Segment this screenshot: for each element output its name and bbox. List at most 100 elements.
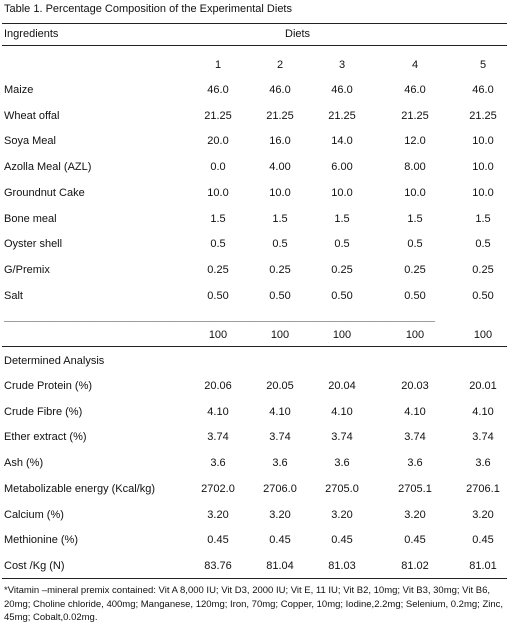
table-cell: 1.5 xyxy=(407,212,423,225)
row-label: Methionine (%) xyxy=(4,534,78,547)
row-label: Crude Fibre (%) xyxy=(4,405,83,418)
bottom-rule xyxy=(2,578,507,579)
diets-header: Diets xyxy=(285,28,311,40)
row-label: Wheat offal xyxy=(4,109,60,122)
table-cell: 2705.1 xyxy=(398,482,432,495)
table-cell: 81.01 xyxy=(469,559,497,572)
table-row: Calcium (%) 3.20 3.20 3.20 3.20 3.20 xyxy=(0,509,509,523)
table-cell: 0.50 xyxy=(331,289,353,302)
table-row: Crude Protein (%) 20.06 20.05 20.04 20.03 20.… xyxy=(0,380,509,394)
total-value: 100 xyxy=(473,329,493,341)
table-cell: 21.25 xyxy=(266,109,294,122)
table-cell: 3.6 xyxy=(272,457,288,470)
table-cell: 0.50 xyxy=(472,289,494,302)
table-cell: 4.10 xyxy=(269,405,291,418)
row-label: Soya Meal xyxy=(4,135,56,148)
table-cell: 3.6 xyxy=(210,457,226,470)
table-cell: 46.0 xyxy=(269,84,291,96)
table-cell: 10.0 xyxy=(472,161,494,174)
table-cell: 21.25 xyxy=(469,109,497,122)
diet-number: 5 xyxy=(479,59,487,71)
table-cell: 0.45 xyxy=(269,534,291,547)
table-cell: 46.0 xyxy=(331,84,353,96)
table-cell: 3.6 xyxy=(475,457,491,470)
table-cell: 0.25 xyxy=(331,263,353,276)
table-row: Oyster shell 0.5 0.5 0.5 0.5 0.5 xyxy=(0,238,509,252)
row-label: Cost /Kg (N) xyxy=(4,559,65,572)
row-label: Ether extract (%) xyxy=(4,431,87,444)
table-cell: 1.5 xyxy=(210,212,226,225)
table-cell: 16.0 xyxy=(269,135,291,148)
table-cell: 12.0 xyxy=(404,135,426,148)
table-row: Azolla Meal (AZL) 0.0 4.00 6.00 8.00 10.0 xyxy=(0,161,509,175)
table-caption: Table 1. Percentage Composition of the E… xyxy=(4,3,292,15)
table-cell: 20.04 xyxy=(328,380,356,392)
table-cell: 3.20 xyxy=(472,508,494,521)
diet-number: 4 xyxy=(411,59,419,71)
table-cell: 4.10 xyxy=(207,405,229,418)
table-cell: 0.50 xyxy=(207,289,229,302)
table-row: Salt 0.50 0.50 0.50 0.50 0.50 xyxy=(0,290,509,304)
table-cell: 3.20 xyxy=(207,508,229,521)
table-cell: 1.5 xyxy=(475,212,491,225)
row-label: Calcium (%) xyxy=(4,508,64,521)
table-cell: 0.50 xyxy=(269,289,291,302)
table-row: Maize 46.0 46.0 46.0 46.0 46.0 xyxy=(0,84,509,98)
table-cell: 3.20 xyxy=(331,508,353,521)
table-cell: 10.0 xyxy=(331,186,353,199)
table-cell: 81.03 xyxy=(328,559,356,572)
diet-number: 1 xyxy=(214,59,222,71)
table-cell: 81.04 xyxy=(266,559,294,572)
table-cell: 46.0 xyxy=(207,84,229,96)
diet-number-row: 1 2 3 4 5 xyxy=(0,59,509,73)
table-cell: 0.5 xyxy=(272,238,288,251)
table-cell: 0.50 xyxy=(404,289,426,302)
table-cell: 4.00 xyxy=(269,161,291,174)
table-cell: 83.76 xyxy=(204,559,232,572)
row-label: Maize xyxy=(4,84,34,96)
table-cell: 2705.0 xyxy=(325,482,359,495)
table-cell: 4.10 xyxy=(472,405,494,418)
header-rule xyxy=(2,45,507,46)
table-cell: 3.6 xyxy=(407,457,423,470)
table-row: Crude Fibre (%) 4.10 4.10 4.10 4.10 4.10 xyxy=(0,406,509,420)
table-cell: 0.5 xyxy=(407,238,423,251)
table-cell: 3.20 xyxy=(269,508,291,521)
table-cell: 0.5 xyxy=(210,238,226,251)
table-cell: 0.5 xyxy=(475,238,491,251)
diet-number: 2 xyxy=(276,59,284,71)
table-cell: 0.25 xyxy=(207,263,229,276)
total-value: 100 xyxy=(405,329,425,341)
table-cell: 3.74 xyxy=(269,431,291,444)
table-cell: 0.45 xyxy=(404,534,426,547)
sum-separator: ________________________________________… xyxy=(4,314,435,325)
footnote: *Vitamin –mineral premix contained: Vit … xyxy=(4,585,504,623)
table-cell: 20.06 xyxy=(204,380,232,392)
row-label: Crude Protein (%) xyxy=(4,380,93,392)
table-cell: 10.0 xyxy=(472,186,494,199)
table-cell: 2706.1 xyxy=(466,482,500,495)
table-cell: 3.74 xyxy=(472,431,494,444)
table-cell: 3.20 xyxy=(404,508,426,521)
row-label: G/Premix xyxy=(4,263,50,276)
table-cell: 21.25 xyxy=(328,109,356,122)
table-row: Ether extract (%) 3.74 3.74 3.74 3.74 3.74 xyxy=(0,431,509,445)
table-row: Methionine (%) 0.45 0.45 0.45 0.45 0.45 xyxy=(0,534,509,548)
row-label: Groundnut Cake xyxy=(4,186,85,199)
totals-row: 100 100 100 100 100 xyxy=(0,329,509,343)
top-rule xyxy=(2,23,507,24)
table-cell: 0.45 xyxy=(207,534,229,547)
table-cell: 10.0 xyxy=(269,186,291,199)
table-cell: 4.10 xyxy=(331,405,353,418)
table-cell: 0.45 xyxy=(331,534,353,547)
table-cell: 20.0 xyxy=(207,135,229,148)
table-cell: 81.02 xyxy=(401,559,429,572)
table-cell: 10.0 xyxy=(404,186,426,199)
analysis-title: Determined Analysis xyxy=(4,355,105,367)
table-row: Cost /Kg (N) 83.76 81.04 81.03 81.02 81.01 xyxy=(0,560,509,574)
table-cell: 3.74 xyxy=(404,431,426,444)
table-row: Wheat offal 21.25 21.25 21.25 21.25 21.25 xyxy=(0,110,509,124)
table-cell: 14.0 xyxy=(331,135,353,148)
table-cell: 6.00 xyxy=(331,161,353,174)
table-cell: 3.6 xyxy=(334,457,350,470)
